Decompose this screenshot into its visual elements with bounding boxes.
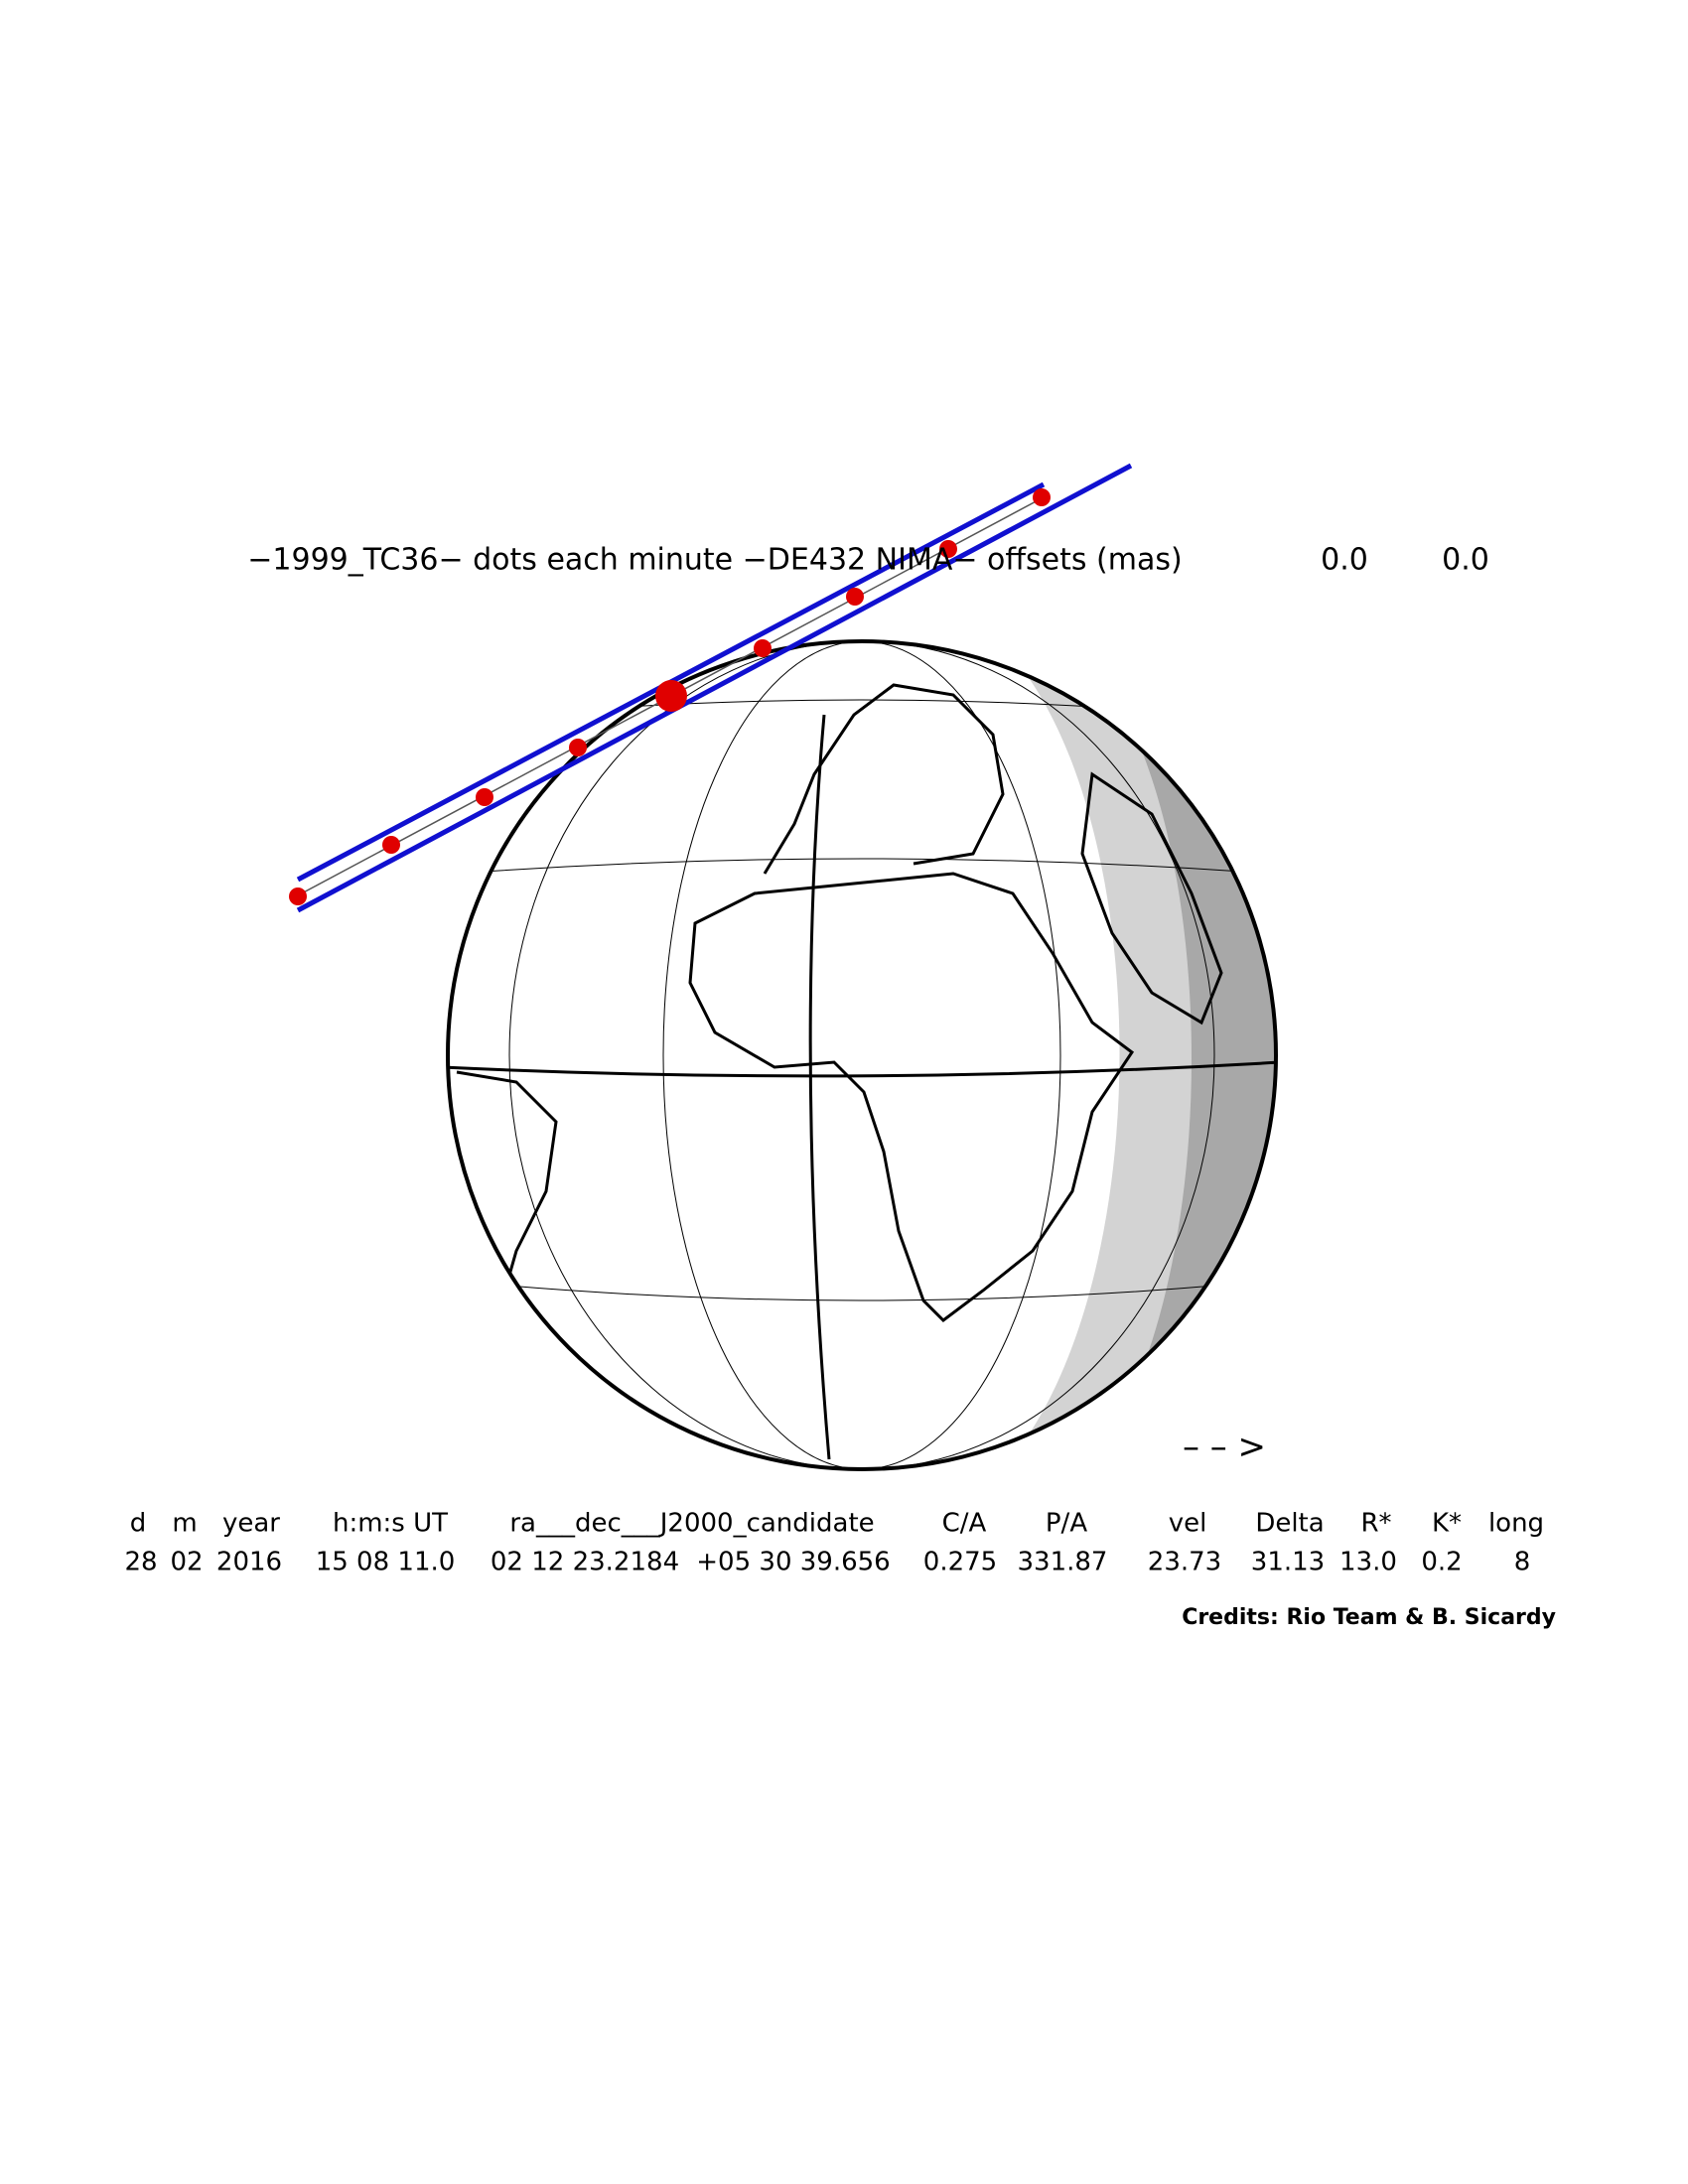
table-value: 2016 xyxy=(216,1548,282,1577)
column-header: C/A xyxy=(942,1509,987,1539)
column-header: Delta xyxy=(1255,1509,1324,1539)
minute-dot xyxy=(846,588,864,606)
column-header: d xyxy=(130,1509,147,1539)
minute-dot xyxy=(289,887,307,905)
closest-approach-dot xyxy=(655,680,687,712)
direction-arrow: – – > xyxy=(1183,1428,1266,1467)
africa-outline xyxy=(688,872,1135,1322)
table-value: 331.87 xyxy=(1018,1548,1108,1577)
offset-value: 0.0 xyxy=(1321,543,1368,578)
meridian xyxy=(808,714,831,1460)
table-value: 23.73 xyxy=(1148,1548,1221,1577)
minute-dot xyxy=(939,540,957,558)
column-header: ra___dec___J2000_candidate xyxy=(509,1509,874,1539)
column-header: K* xyxy=(1432,1509,1462,1539)
minute-dot xyxy=(476,788,493,806)
minute-dot xyxy=(1033,488,1051,506)
table-value: 0.2 xyxy=(1421,1548,1462,1577)
table-value: 31.13 xyxy=(1251,1548,1325,1577)
table-value: 02 12 23.2184 xyxy=(491,1548,679,1577)
column-header: long xyxy=(1488,1509,1544,1539)
minute-dots xyxy=(289,488,1051,905)
map-title: −1999_TC36− dots each minute −DE432 NIMA… xyxy=(247,543,1182,578)
offset-value: 0.0 xyxy=(1442,543,1489,578)
minute-dot xyxy=(754,639,772,657)
table-value: 13.0 xyxy=(1339,1548,1397,1577)
column-header: m xyxy=(172,1509,197,1539)
minute-dot xyxy=(382,836,400,854)
arabia-outline xyxy=(1080,771,1223,1025)
column-header: year xyxy=(222,1509,280,1539)
table-value: 28 xyxy=(124,1548,157,1577)
table-value: +05 30 39.656 xyxy=(696,1548,890,1577)
column-header: h:m:s UT xyxy=(333,1509,448,1539)
table-value: 02 xyxy=(170,1548,203,1577)
equator xyxy=(448,1060,1276,1078)
table-value: 15 08 11.0 xyxy=(316,1548,456,1577)
shadow-limit xyxy=(296,463,1133,913)
graticule xyxy=(451,641,1272,1469)
minute-dot xyxy=(569,739,587,756)
column-header: P/A xyxy=(1046,1509,1087,1539)
column-header: vel xyxy=(1169,1509,1207,1539)
table-value: 8 xyxy=(1514,1548,1531,1577)
europe-outline xyxy=(763,683,1005,875)
column-header: R* xyxy=(1360,1509,1391,1539)
credits: Credits: Rio Team & B. Sicardy xyxy=(1182,1605,1556,1630)
table-value: 0.275 xyxy=(923,1548,997,1577)
